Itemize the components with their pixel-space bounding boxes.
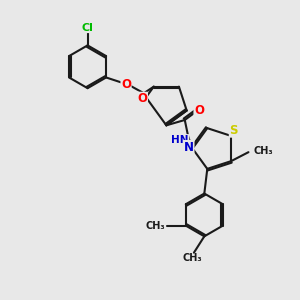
Text: S: S	[229, 124, 238, 137]
Text: CH₃: CH₃	[183, 253, 202, 263]
Text: N: N	[184, 140, 194, 154]
Text: HN: HN	[171, 135, 189, 145]
Text: CH₃: CH₃	[254, 146, 273, 156]
Text: CH₃: CH₃	[146, 220, 165, 231]
Text: O: O	[121, 78, 131, 91]
Text: O: O	[194, 104, 204, 117]
Text: Cl: Cl	[82, 22, 94, 32]
Text: O: O	[137, 92, 147, 105]
